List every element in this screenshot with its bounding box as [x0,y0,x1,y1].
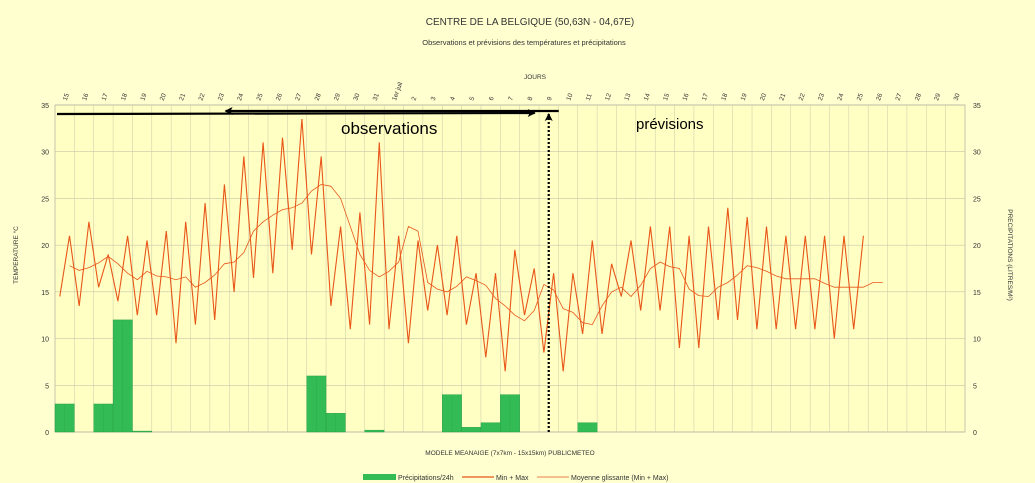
x-tick-label: 16 [81,92,90,102]
x-tick-label: 13 [623,92,632,102]
x-tick-label: 26 [875,92,884,102]
x-tick-label: 14 [643,92,652,102]
annotation-observations: observations [341,119,437,138]
x-tick-label: 21 [778,92,787,102]
y-tick-label-left: 15 [41,290,49,297]
x-tick-label: 31 [372,92,381,102]
legend: Précipitations/24h Min + Max Moyenne gli… [363,474,668,482]
y-tick-label-right: 15 [973,290,981,297]
x-tick-label: 24 [236,92,245,102]
x-axis-label: MODELE MEANAIGE (7x7km - 15x15km) PUBLIC… [425,450,594,457]
annotation-previsions: prévisions [636,116,704,133]
x-tick-label: 18 [120,92,129,102]
x-tick-label: 25 [256,92,265,102]
precip-bar [132,430,153,433]
x-tick-label: 8 [527,96,535,102]
y-tick-label-right: 5 [973,383,977,390]
y-tick-label-left: 30 [41,150,49,157]
y-tick-label-left: 25 [41,196,49,203]
x-tick-label: 15 [662,92,671,102]
legend-label-precipitation: Précipitations/24h [398,475,454,482]
x-tick-label: 15 [62,92,71,102]
x-tick-label: 7 [507,96,515,102]
x-tick-label: 20 [159,92,168,102]
x-tick-label: 23 [217,92,226,102]
x-tick-label: 27 [895,92,904,102]
x-tick-label: 25 [856,92,865,102]
x-tick-label: 29 [933,92,942,102]
chart-subtitle: Observations et prévisions des températu… [422,38,626,47]
y-tick-label-right: 10 [973,337,981,344]
x-tick-label: 28 [314,92,323,102]
precip-bar [364,429,385,433]
x-tick-label: 30 [352,92,361,102]
x-tick-label: 27 [294,92,303,102]
x-tick-label: 23 [817,92,826,102]
x-tick-label: 3 [430,96,438,102]
x-tick-label: 24 [836,92,845,102]
legend-label-moving-average: Moyenne glissante (Min + Max) [571,475,668,482]
x-tick-label: 1er juil [391,81,404,102]
y-tick-label-right: 30 [973,150,981,157]
legend-label-minmax: Min + Max [496,475,529,482]
y-tick-label-left: 20 [41,243,49,250]
x-tick-label: 17 [701,92,710,102]
y-tick-label-left: 5 [45,383,49,390]
plot-area [54,104,966,433]
y-axis-label-left: TEMPERATURE °C [12,226,20,284]
x-tick-label: 16 [682,92,691,102]
x-tick-label: 9 [546,96,554,102]
x-tick-label: 29 [333,92,342,102]
x-tick-label: 17 [101,92,110,102]
precip-bar [461,427,482,433]
y-tick-label-left: 35 [41,103,49,110]
y-tick-label-right: 20 [973,243,981,250]
x-tick-label: 10 [565,92,574,102]
x-tick-label: 22 [198,92,207,102]
x-tick-label: 19 [139,92,148,102]
x-tick-label: 20 [759,92,768,102]
x-tick-label: 18 [720,92,729,102]
x-tick-label: 30 [953,92,962,102]
chart-title: CENTRE DE LA BELGIQUE (50,63N - 04,67E) [426,17,634,28]
y-tick-label-left: 0 [45,430,49,437]
y-tick-label-right: 0 [973,430,977,437]
x-tick-label: 11 [585,93,594,102]
y-tick-label-right: 25 [973,196,981,203]
x-tick-label: 19 [740,92,749,102]
observations-arrow [56,109,536,118]
series-line-min-max [59,118,864,372]
x-tick-label: 21 [178,92,187,102]
x-tick-label: 6 [488,96,496,102]
precip-bar [480,422,501,433]
x-tick-label: 26 [275,92,284,102]
y-tick-label-left: 10 [41,337,49,344]
x-tick-label: 22 [798,92,807,102]
y-axis-label-right: PRECIPITATIONS (LITRES/M²) [1006,209,1013,301]
precip-bar [577,422,598,433]
y-tick-label-right: 35 [973,103,981,110]
x-tick-label: 5 [469,96,477,102]
x-tick-label: 28 [914,92,923,102]
series-line-moving-average [69,183,883,326]
x-tick-label: 2 [410,96,418,102]
x-tick-label: 4 [449,96,457,102]
top-axis-label: JOURS [524,74,547,81]
legend-swatch-precipitation [363,474,396,480]
x-tick-label: 12 [604,92,613,102]
